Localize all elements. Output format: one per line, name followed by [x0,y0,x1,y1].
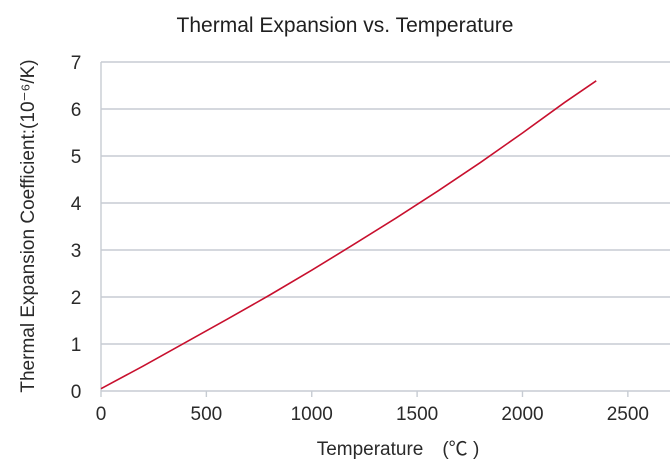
x-tick-label: 1000 [291,404,333,425]
y-tick-label: 4 [71,194,82,215]
series-layer [100,80,597,390]
y-tick-label: 0 [71,382,82,403]
y-tick-label: 3 [71,241,82,262]
y-tick-label: 2 [71,288,82,309]
y-axis-label: Thermal Expansion Coefficient:(10⁻⁶/K) [18,59,39,392]
y-tick-label: 6 [71,100,82,121]
series-line [100,80,597,390]
chart-title: Thermal Expansion vs. Temperature [177,14,514,37]
y-tick-label: 7 [71,53,82,74]
x-tick-label: 2000 [501,404,543,425]
x-tick-label: 1500 [396,404,438,425]
gridlines [101,61,670,345]
x-tick-label: 0 [96,404,107,425]
x-tick-label: 500 [191,404,223,425]
x-tick-label: 2500 [607,404,649,425]
y-tick-label: 1 [71,335,82,356]
tick-labels: 0 1 2 3 4 5 6 7 0 500 1000 1500 2000 2500 [71,53,649,425]
axes [100,62,670,397]
x-axis-label: Temperature (℃ ) [317,439,480,460]
y-tick-label: 5 [71,147,82,168]
